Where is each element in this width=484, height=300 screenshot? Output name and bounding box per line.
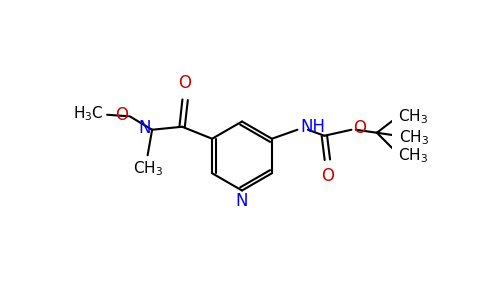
Text: O: O [353,119,366,137]
Text: N: N [236,192,248,210]
Text: CH$_3$: CH$_3$ [398,107,428,126]
Text: O: O [115,106,128,124]
Text: CH$_3$: CH$_3$ [398,146,428,165]
Text: NH: NH [301,118,325,136]
Text: CH$_3$: CH$_3$ [133,160,163,178]
Text: O: O [321,167,334,185]
Text: N: N [138,119,151,137]
Text: O: O [179,74,192,92]
Text: H$_3$C: H$_3$C [74,104,104,123]
Text: CH$_3$: CH$_3$ [399,128,429,147]
